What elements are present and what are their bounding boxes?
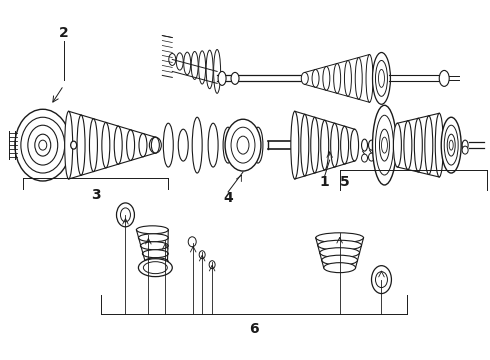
Ellipse shape [209, 261, 215, 269]
Text: 1: 1 [320, 175, 330, 189]
Ellipse shape [425, 116, 433, 175]
Ellipse shape [138, 234, 168, 242]
Ellipse shape [447, 134, 455, 156]
Text: 3: 3 [91, 188, 100, 202]
Ellipse shape [344, 60, 351, 96]
Ellipse shape [375, 115, 393, 175]
Ellipse shape [169, 54, 176, 66]
Ellipse shape [362, 139, 368, 151]
Ellipse shape [147, 266, 168, 274]
Ellipse shape [35, 134, 51, 156]
Ellipse shape [71, 141, 76, 149]
Ellipse shape [141, 242, 168, 250]
Ellipse shape [415, 118, 422, 172]
Ellipse shape [90, 119, 98, 172]
Ellipse shape [362, 154, 368, 162]
Ellipse shape [126, 130, 135, 161]
Ellipse shape [319, 248, 360, 258]
Ellipse shape [198, 51, 206, 84]
Ellipse shape [163, 123, 173, 167]
Ellipse shape [382, 137, 388, 153]
Ellipse shape [291, 111, 299, 179]
Ellipse shape [214, 50, 220, 93]
Ellipse shape [375, 60, 388, 96]
Ellipse shape [231, 72, 239, 84]
Ellipse shape [136, 226, 168, 234]
Ellipse shape [65, 111, 73, 179]
Ellipse shape [28, 125, 58, 165]
Ellipse shape [121, 208, 130, 222]
Ellipse shape [393, 123, 401, 167]
Ellipse shape [253, 127, 263, 163]
Ellipse shape [138, 259, 172, 276]
Ellipse shape [439, 71, 449, 86]
Ellipse shape [218, 71, 226, 85]
Ellipse shape [379, 129, 390, 161]
Text: 6: 6 [249, 323, 259, 337]
Ellipse shape [449, 140, 453, 150]
Ellipse shape [441, 117, 461, 173]
Ellipse shape [208, 123, 218, 167]
Ellipse shape [375, 272, 388, 288]
Ellipse shape [462, 140, 468, 150]
Ellipse shape [176, 53, 183, 70]
Ellipse shape [355, 58, 362, 99]
Ellipse shape [238, 121, 248, 169]
Ellipse shape [149, 137, 161, 153]
Ellipse shape [366, 54, 373, 102]
Ellipse shape [151, 137, 159, 153]
Ellipse shape [206, 50, 213, 89]
Ellipse shape [372, 105, 396, 185]
Ellipse shape [301, 114, 309, 176]
Ellipse shape [139, 134, 147, 157]
Ellipse shape [322, 255, 358, 265]
Ellipse shape [39, 140, 47, 150]
Ellipse shape [223, 127, 233, 163]
Ellipse shape [144, 262, 167, 274]
Ellipse shape [311, 117, 319, 173]
Ellipse shape [301, 72, 308, 84]
Ellipse shape [312, 69, 319, 87]
Ellipse shape [316, 233, 364, 243]
Ellipse shape [199, 251, 205, 259]
Ellipse shape [184, 52, 191, 75]
Ellipse shape [378, 69, 385, 87]
Ellipse shape [324, 263, 356, 273]
Ellipse shape [188, 237, 196, 247]
Text: 4: 4 [223, 191, 233, 205]
Ellipse shape [404, 121, 412, 170]
Ellipse shape [323, 67, 330, 90]
Ellipse shape [341, 126, 348, 164]
Ellipse shape [334, 63, 341, 93]
Ellipse shape [145, 258, 168, 266]
Ellipse shape [191, 51, 198, 80]
Ellipse shape [368, 153, 374, 161]
Ellipse shape [178, 129, 188, 161]
Ellipse shape [77, 115, 85, 175]
Ellipse shape [321, 120, 329, 170]
Ellipse shape [225, 119, 261, 171]
Ellipse shape [331, 123, 339, 167]
Ellipse shape [117, 203, 134, 227]
Ellipse shape [371, 266, 392, 293]
Ellipse shape [114, 126, 122, 164]
Ellipse shape [192, 117, 202, 173]
Ellipse shape [15, 109, 71, 181]
Ellipse shape [318, 240, 362, 250]
Ellipse shape [368, 140, 374, 150]
Ellipse shape [444, 125, 458, 165]
Text: 5: 5 [340, 175, 349, 189]
Ellipse shape [143, 250, 168, 258]
Ellipse shape [350, 129, 359, 161]
Ellipse shape [462, 146, 468, 154]
Ellipse shape [237, 136, 249, 154]
Ellipse shape [231, 127, 255, 163]
Ellipse shape [372, 53, 391, 104]
Ellipse shape [435, 113, 443, 177]
Ellipse shape [21, 117, 65, 173]
Ellipse shape [102, 122, 110, 168]
Text: 2: 2 [59, 26, 69, 40]
